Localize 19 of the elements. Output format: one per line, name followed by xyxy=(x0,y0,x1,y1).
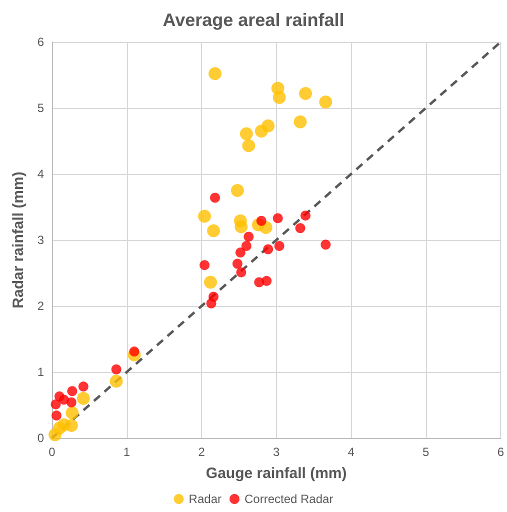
x-axis-title: Gauge rainfall (mm) xyxy=(206,465,347,482)
y-tick-label: 4 xyxy=(37,167,44,181)
legend-label: Radar xyxy=(188,492,222,506)
y-tick-label: 5 xyxy=(37,101,44,115)
y-tick-label: 1 xyxy=(37,365,44,379)
x-tick-label: 0 xyxy=(48,445,56,459)
x-tick-label: 5 xyxy=(422,445,430,459)
chart-title: Average areal rainfall xyxy=(162,10,344,30)
x-tick-label: 3 xyxy=(272,445,280,459)
y-tick-label: 0 xyxy=(37,431,44,445)
x-tick-label: 1 xyxy=(123,445,130,459)
legend-label: Corrected Radar xyxy=(244,492,334,506)
y-tick-label: 2 xyxy=(37,299,44,313)
x-tick-label: 4 xyxy=(348,445,355,459)
y-tick-label: 6 xyxy=(37,35,44,49)
x-tick-label: 2 xyxy=(198,445,206,459)
y-axis-title: Radar rainfall (mm) xyxy=(10,172,27,308)
y-tick-label: 3 xyxy=(37,233,44,247)
x-tick-label: 6 xyxy=(497,445,504,459)
